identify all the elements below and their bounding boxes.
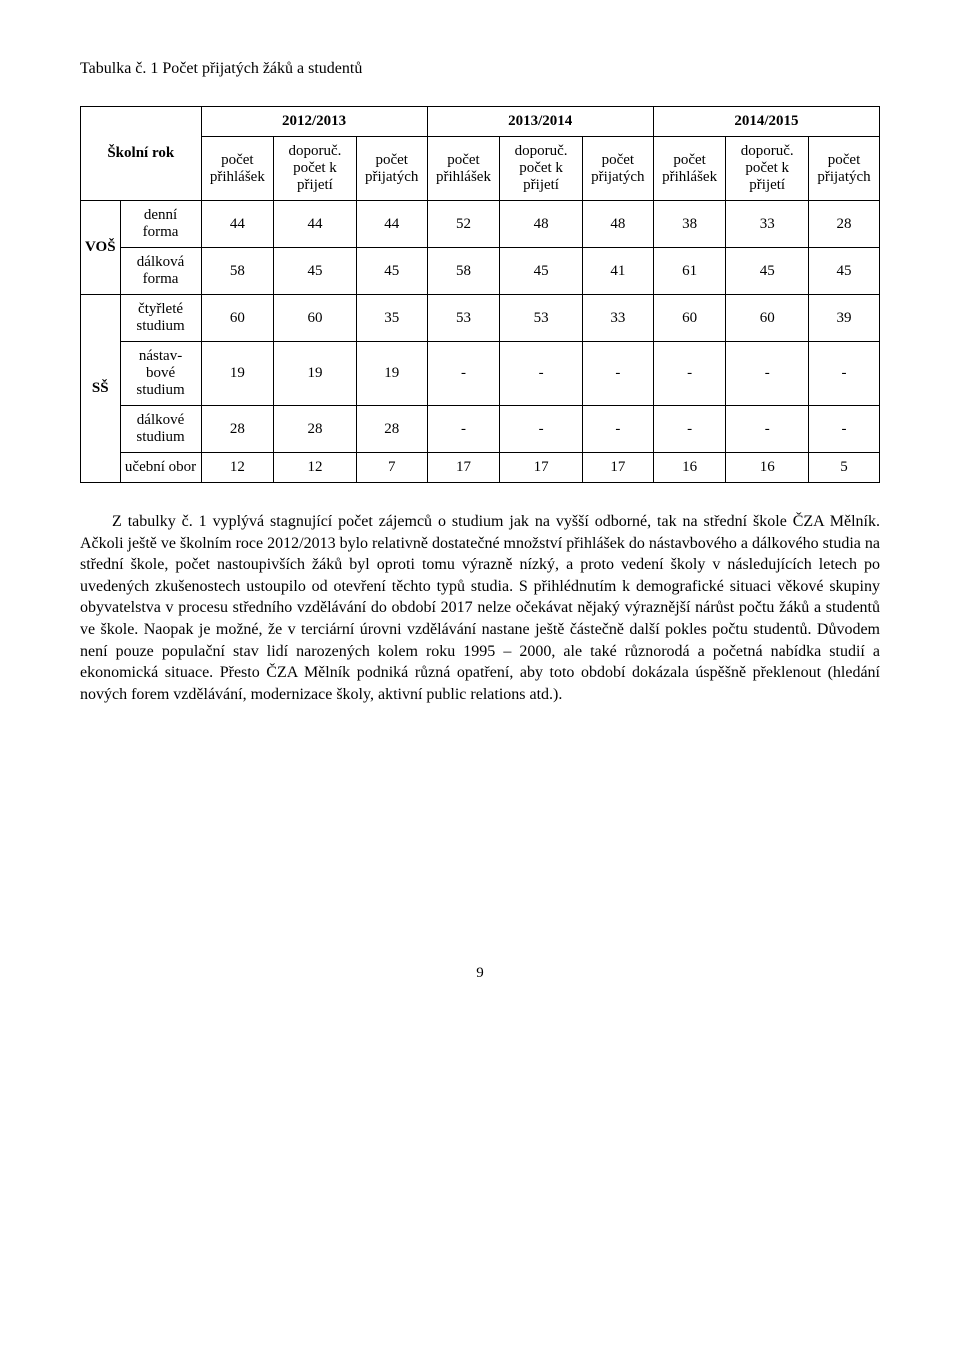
- cell: 48: [500, 201, 583, 248]
- subheader: počet přijatých: [356, 137, 427, 201]
- cell: -: [809, 342, 880, 406]
- subheader: doporuč. počet k přijetí: [726, 137, 809, 201]
- cell: 5: [809, 453, 880, 483]
- cell: 45: [500, 248, 583, 295]
- cell: 60: [726, 295, 809, 342]
- cell: 44: [356, 201, 427, 248]
- row-label: denní forma: [120, 201, 201, 248]
- cell: 45: [726, 248, 809, 295]
- subheader: počet přihlášek: [427, 137, 500, 201]
- row-label: nástav-bové studium: [120, 342, 201, 406]
- subheader: počet přijatých: [582, 137, 653, 201]
- cell: -: [726, 342, 809, 406]
- cell: 12: [274, 453, 357, 483]
- cell: 41: [582, 248, 653, 295]
- cell: -: [809, 406, 880, 453]
- cell: -: [653, 406, 726, 453]
- row-label: učební obor: [120, 453, 201, 483]
- cell: 19: [356, 342, 427, 406]
- table-row: počet přihlášek doporuč. počet k přijetí…: [81, 137, 880, 201]
- cell: 52: [427, 201, 500, 248]
- row-label: dálkové studium: [120, 406, 201, 453]
- year-header: 2012/2013: [201, 107, 427, 137]
- cell: 19: [201, 342, 274, 406]
- page-number: 9: [80, 965, 880, 982]
- cell: 61: [653, 248, 726, 295]
- cell: -: [653, 342, 726, 406]
- cell: 45: [356, 248, 427, 295]
- cell: 44: [201, 201, 274, 248]
- cell: 60: [274, 295, 357, 342]
- year-header: 2014/2015: [653, 107, 879, 137]
- cell: 28: [274, 406, 357, 453]
- cell: 35: [356, 295, 427, 342]
- table-row: dálková forma 58 45 45 58 45 41 61 45 45: [81, 248, 880, 295]
- cell: -: [582, 406, 653, 453]
- cell: 39: [809, 295, 880, 342]
- row-label: dálková forma: [120, 248, 201, 295]
- cell: -: [500, 406, 583, 453]
- cell: 17: [427, 453, 500, 483]
- cell: 33: [726, 201, 809, 248]
- cell: -: [427, 342, 500, 406]
- subheader: doporuč. počet k přijetí: [500, 137, 583, 201]
- cell: 53: [500, 295, 583, 342]
- cell: 38: [653, 201, 726, 248]
- table-caption: Tabulka č. 1 Počet přijatých žáků a stud…: [80, 60, 880, 78]
- cell: 17: [582, 453, 653, 483]
- cell: 60: [653, 295, 726, 342]
- cell: 16: [653, 453, 726, 483]
- row-label: čtyřleté studium: [120, 295, 201, 342]
- subheader: počet přihlášek: [653, 137, 726, 201]
- cell: 12: [201, 453, 274, 483]
- cell: 48: [582, 201, 653, 248]
- group-code: SŠ: [81, 295, 121, 483]
- cell: -: [427, 406, 500, 453]
- cell: 28: [356, 406, 427, 453]
- cell: -: [726, 406, 809, 453]
- subheader: doporuč. počet k přijetí: [274, 137, 357, 201]
- cell: 33: [582, 295, 653, 342]
- table-row: učební obor 12 12 7 17 17 17 16 16 5: [81, 453, 880, 483]
- cell: 28: [201, 406, 274, 453]
- school-year-label: Školní rok: [81, 107, 202, 201]
- cell: 28: [809, 201, 880, 248]
- students-table: Školní rok 2012/2013 2013/2014 2014/2015…: [80, 106, 880, 483]
- cell: -: [500, 342, 583, 406]
- subheader: počet přihlášek: [201, 137, 274, 201]
- cell: 16: [726, 453, 809, 483]
- cell: 58: [427, 248, 500, 295]
- cell: 53: [427, 295, 500, 342]
- cell: 58: [201, 248, 274, 295]
- table-row: Školní rok 2012/2013 2013/2014 2014/2015: [81, 107, 880, 137]
- cell: -: [582, 342, 653, 406]
- subheader: počet přijatých: [809, 137, 880, 201]
- cell: 45: [274, 248, 357, 295]
- cell: 44: [274, 201, 357, 248]
- table-row: SŠ čtyřleté studium 60 60 35 53 53 33 60…: [81, 295, 880, 342]
- cell: 60: [201, 295, 274, 342]
- cell: 45: [809, 248, 880, 295]
- cell: 19: [274, 342, 357, 406]
- table-row: dálkové studium 28 28 28 - - - - - -: [81, 406, 880, 453]
- table-row: nástav-bové studium 19 19 19 - - - - - -: [81, 342, 880, 406]
- year-header: 2013/2014: [427, 107, 653, 137]
- table-row: VOŠ denní forma 44 44 44 52 48 48 38 33 …: [81, 201, 880, 248]
- group-code: VOŠ: [81, 201, 121, 295]
- body-paragraph: Z tabulky č. 1 vyplývá stagnující počet …: [80, 511, 880, 705]
- cell: 7: [356, 453, 427, 483]
- cell: 17: [500, 453, 583, 483]
